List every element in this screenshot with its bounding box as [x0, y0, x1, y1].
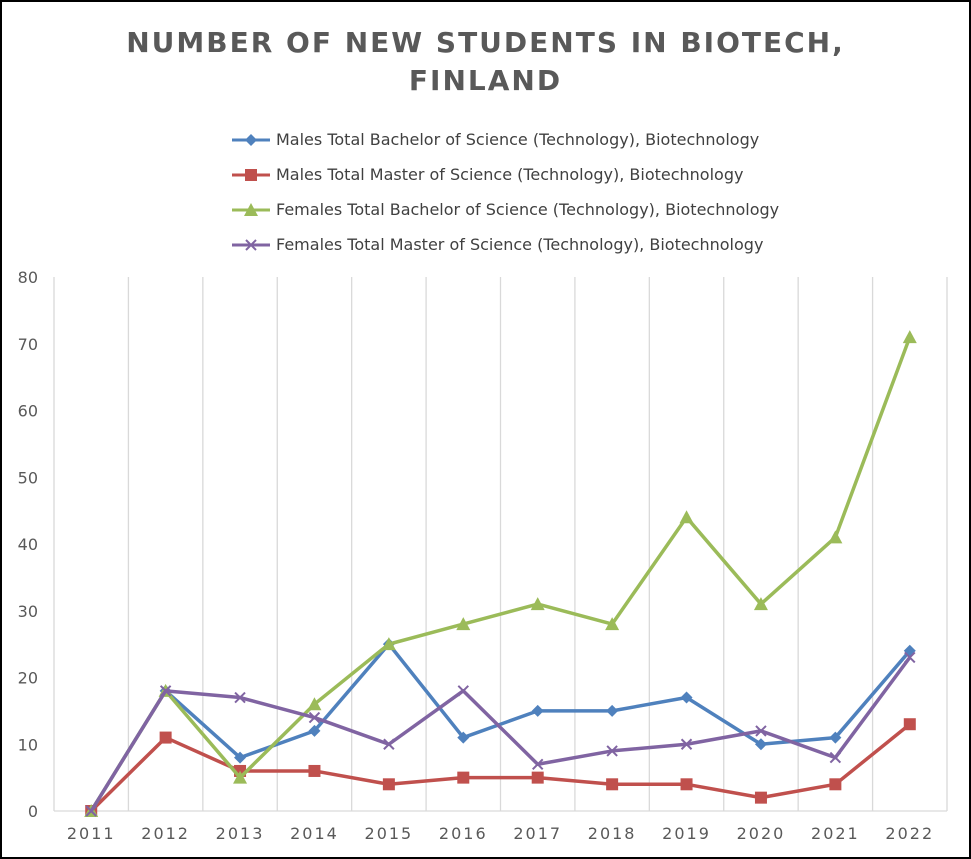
series-line: [89, 642, 912, 812]
data-point-diamond: [829, 731, 842, 744]
legend-item-males-bsc: Males Total Bachelor of Science (Technol…: [230, 122, 779, 157]
x-tick-label: 2017: [513, 824, 562, 843]
x-tick-label: 2020: [737, 824, 786, 843]
data-point-triangle: [753, 597, 768, 611]
legend-marker-x-icon: [232, 238, 270, 251]
legend-item-males-msc: Males Total Master of Science (Technolog…: [230, 157, 779, 192]
data-point-square: [829, 778, 842, 791]
legend-marker-triangle-icon: [232, 202, 270, 216]
series-line: [89, 656, 912, 812]
data-point-x: [606, 745, 618, 757]
x-tick-label: 2013: [216, 824, 265, 843]
legend-label-females-bsc: Females Total Bachelor of Science (Techn…: [276, 200, 780, 219]
x-tick-label: 2016: [439, 824, 488, 843]
series-3: [85, 651, 916, 817]
legend-item-females-bsc: Females Total Bachelor of Science (Techn…: [230, 192, 779, 227]
data-point-diamond: [606, 704, 619, 717]
data-point-square: [754, 791, 767, 804]
series-lines: [84, 330, 917, 817]
x-tick-label: 2011: [67, 824, 116, 843]
data-point-triangle: [233, 770, 248, 784]
series-2: [84, 330, 917, 817]
data-point-diamond: [754, 738, 767, 751]
data-point-triangle: [828, 530, 843, 544]
data-point-square: [531, 771, 544, 784]
data-point-triangle: [456, 617, 471, 631]
axes: [53, 277, 947, 812]
y-tick-label: 80: [18, 268, 38, 287]
data-point-x: [829, 751, 842, 764]
tick-labels: 0 10 20 30 40 50 60 70 80 2011 2012 2013 2014 2015 201…: [18, 268, 934, 843]
legend-label-males-msc: Males Total Master of Science (Technolog…: [276, 165, 744, 184]
data-point-x: [159, 685, 172, 697]
data-point-diamond: [308, 724, 321, 737]
legend-marker-diamond-icon: [232, 133, 270, 146]
y-tick-label: 50: [18, 468, 38, 487]
grid-lines: [127, 277, 948, 811]
y-tick-label: 30: [18, 602, 38, 621]
x-tick-label: 2012: [141, 824, 190, 843]
data-point-square: [159, 731, 172, 744]
data-point-x: [234, 691, 246, 704]
data-point-triangle: [605, 617, 620, 631]
data-point-triangle: [679, 510, 694, 524]
data-point-square: [457, 771, 470, 784]
chart-title-line-2: FINLAND: [408, 64, 563, 97]
y-tick-label: 60: [18, 402, 38, 421]
x-tick-label: 2021: [811, 824, 860, 843]
data-point-square: [606, 778, 619, 791]
x-tick-label: 2015: [365, 824, 414, 843]
data-point-x: [904, 651, 916, 664]
y-tick-label: 20: [18, 669, 38, 688]
data-point-square: [382, 778, 395, 791]
data-point-square: [680, 778, 693, 791]
data-point-x: [457, 685, 469, 697]
y-tick-label: 10: [18, 735, 38, 754]
y-tick-label: 0: [28, 802, 38, 821]
y-tick-label: 40: [18, 535, 38, 554]
x-tick-label: 2014: [290, 824, 339, 843]
legend-label-males-bsc: Males Total Bachelor of Science (Technol…: [276, 130, 760, 149]
chart-legend: Males Total Bachelor of Science (Technol…: [230, 122, 779, 262]
data-point-diamond: [234, 751, 247, 764]
y-tick-label: 70: [18, 335, 38, 354]
data-point-triangle: [530, 597, 545, 611]
data-point-x: [85, 805, 97, 817]
data-point-diamond: [531, 704, 544, 717]
data-point-triangle: [307, 697, 322, 711]
data-point-x: [383, 738, 395, 750]
data-point-triangle: [381, 637, 396, 651]
data-point-diamond: [680, 691, 693, 704]
data-point-triangle: [902, 330, 917, 344]
data-point-square: [903, 718, 916, 731]
x-tick-label: 2018: [588, 824, 637, 843]
legend-item-females-msc: Females Total Master of Science (Technol…: [230, 227, 779, 262]
series-line: [89, 336, 912, 812]
x-tick-label: 2019: [662, 824, 711, 843]
data-point-x: [755, 725, 767, 737]
x-tick-label: 2022: [885, 824, 934, 843]
chart-title-line-1: NUMBER OF NEW STUDENTS IN BIOTECH,: [126, 26, 845, 59]
legend-label-females-msc: Females Total Master of Science (Technol…: [276, 235, 764, 254]
legend-marker-square-icon: [232, 168, 270, 181]
data-point-x: [308, 711, 321, 724]
data-point-x: [680, 738, 693, 750]
data-point-x: [532, 758, 544, 770]
chart-title: NUMBER OF NEW STUDENTS IN BIOTECH, FINLA…: [2, 24, 969, 100]
data-point-square: [308, 764, 321, 777]
data-point-diamond: [457, 731, 470, 744]
